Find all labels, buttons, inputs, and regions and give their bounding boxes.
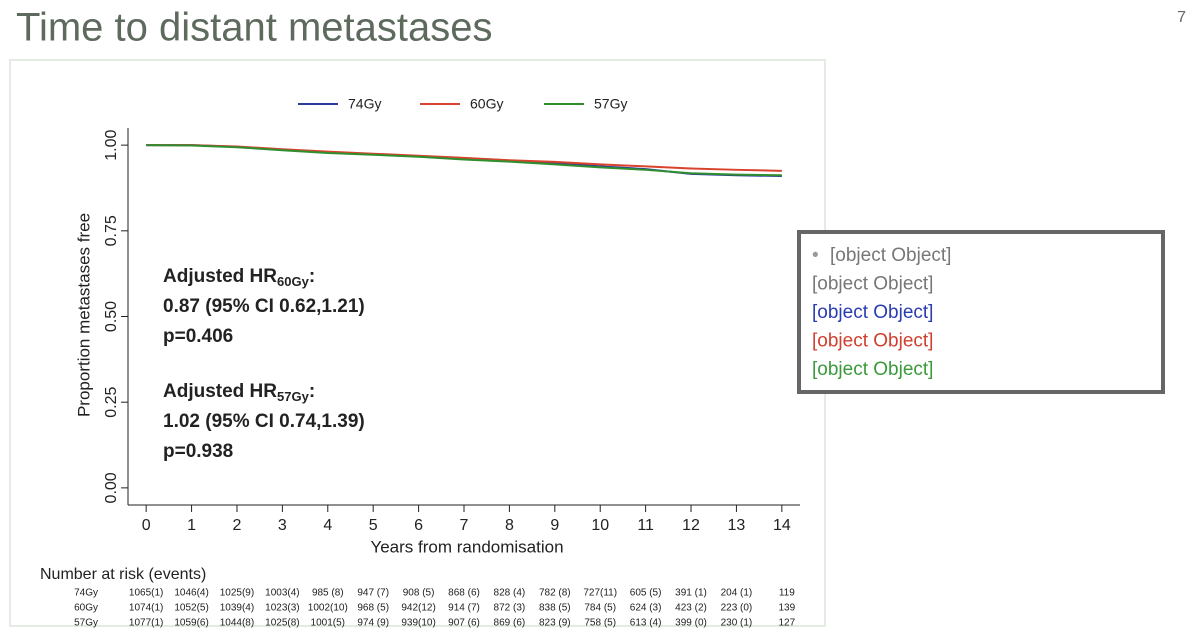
risk-cell: 399 (0) — [675, 618, 707, 629]
risk-row-label: 60Gy — [74, 603, 98, 614]
risk-cell: 1065(1) — [129, 588, 163, 599]
risk-cell: 828 (4) — [494, 588, 526, 599]
risk-cell: 1025(8) — [265, 618, 299, 629]
plot-panel — [9, 59, 826, 627]
risk-cell: 1025(9) — [220, 588, 254, 599]
risk-cell: 869 (6) — [494, 618, 526, 629]
risk-cell: 823 (9) — [539, 618, 571, 629]
x-tick-label: 9 — [550, 517, 559, 534]
y-tick-label: 0.75 — [103, 215, 120, 246]
x-tick-label: 6 — [414, 517, 423, 534]
risk-cell: 1044(8) — [220, 618, 254, 629]
y-tick-label: 0.00 — [103, 472, 120, 503]
annotation-subscript: 57Gy — [277, 389, 310, 404]
page-number: 7 — [1177, 9, 1186, 26]
risk-cell: 968 (5) — [357, 603, 389, 614]
risk-cell: 605 (5) — [630, 588, 662, 599]
y-tick-label: 0.25 — [103, 387, 120, 418]
risk-cell: 872 (3) — [494, 603, 526, 614]
info-line: [object Object] — [812, 302, 933, 323]
x-tick-label: 1 — [187, 517, 196, 534]
x-tick-label: 13 — [728, 517, 746, 534]
risk-cell: 1039(4) — [220, 603, 254, 614]
x-tick-label: 2 — [233, 517, 242, 534]
x-tick-label: 3 — [278, 517, 287, 534]
risk-cell: 1046(4) — [174, 588, 208, 599]
x-tick-label: 11 — [637, 517, 654, 534]
x-tick-label: 12 — [682, 517, 700, 534]
info-line: [object Object] — [812, 359, 933, 380]
risk-cell: 223 (0) — [721, 603, 753, 614]
risk-cell: 139 — [778, 603, 795, 614]
info-line: [object Object] — [812, 274, 933, 295]
risk-cell: 914 (7) — [448, 603, 480, 614]
risk-cell: 119 — [779, 588, 795, 599]
bullet: • — [812, 245, 819, 266]
risk-cell: 1052(5) — [174, 603, 208, 614]
annotation-subscript: 60Gy — [277, 274, 310, 289]
risk-row-label: 57Gy — [74, 618, 98, 629]
risk-cell: 204 (1) — [721, 588, 753, 599]
risk-table-title: Number at risk (events) — [40, 566, 206, 583]
x-axis-label: Years from randomisation — [370, 537, 563, 556]
risk-cell: 784 (5) — [584, 603, 616, 614]
risk-cell: 423 (2) — [675, 603, 707, 614]
x-tick-label: 5 — [369, 517, 378, 534]
risk-cell: 1059(6) — [174, 618, 208, 629]
legend-label: 74Gy — [348, 96, 381, 112]
annotation-line: p=0.406 — [163, 326, 233, 347]
risk-cell: 230 (1) — [721, 618, 753, 629]
x-tick-label: 7 — [460, 517, 469, 534]
annotation-line: 1.02 (95% CI 0.74,1.39) — [163, 411, 365, 432]
risk-cell: 868 (6) — [448, 588, 480, 599]
annotation-heading: Adjusted HR60Gy: — [163, 266, 315, 289]
y-axis-label: Proportion metastases free — [74, 213, 93, 417]
risk-cell: 758 (5) — [584, 618, 616, 629]
legend-label: 60Gy — [470, 96, 503, 112]
risk-cell: 1074(1) — [129, 603, 163, 614]
y-tick-label: 0.50 — [103, 301, 120, 332]
annotation-tail: : — [309, 381, 315, 402]
risk-cell: 391 (1) — [675, 588, 707, 599]
annotation-heading: Adjusted HR57Gy: — [163, 381, 315, 404]
legend-label: 57Gy — [594, 96, 627, 112]
risk-row-label: 74Gy — [74, 588, 98, 599]
risk-cell: 782 (8) — [539, 588, 571, 599]
risk-cell: 985 (8) — [312, 588, 344, 599]
x-tick-label: 4 — [323, 517, 332, 534]
risk-cell: 908 (5) — [403, 588, 435, 599]
risk-cell: 127 — [778, 618, 795, 629]
x-tick-label: 14 — [773, 517, 791, 534]
series-line — [146, 144, 782, 177]
annotation-tail: : — [309, 266, 315, 287]
slide-title: Time to distant metastases — [16, 6, 492, 50]
info-line: [object Object] — [830, 245, 951, 266]
annotation-lead: Adjusted HR — [163, 381, 277, 402]
risk-cell: 624 (3) — [630, 603, 662, 614]
x-tick-label: 8 — [505, 517, 514, 534]
risk-cell: 727(11) — [583, 588, 617, 599]
x-tick-label: 0 — [142, 517, 151, 534]
risk-cell: 974 (9) — [357, 618, 389, 629]
risk-cell: 1002(10) — [308, 603, 348, 614]
risk-cell: 1001(5) — [311, 618, 345, 629]
risk-cell: 947 (7) — [357, 588, 389, 599]
annotation-lead: Adjusted HR — [163, 266, 277, 287]
risk-cell: 1023(3) — [265, 603, 299, 614]
risk-cell: 838 (5) — [539, 603, 571, 614]
annotation-line: p=0.938 — [163, 441, 233, 462]
info-line: [object Object] — [812, 331, 933, 352]
risk-cell: 1003(4) — [265, 588, 299, 599]
risk-cell: 907 (6) — [448, 618, 480, 629]
risk-cell: 613 (4) — [630, 618, 662, 629]
info-box — [797, 230, 1165, 394]
y-tick-label: 1.00 — [103, 129, 120, 160]
risk-cell: 1077(1) — [129, 618, 163, 629]
x-tick-label: 10 — [591, 517, 609, 534]
risk-cell: 939(10) — [401, 618, 435, 629]
annotation-line: 0.87 (95% CI 0.62,1.21) — [163, 296, 365, 317]
risk-cell: 942(12) — [401, 603, 435, 614]
